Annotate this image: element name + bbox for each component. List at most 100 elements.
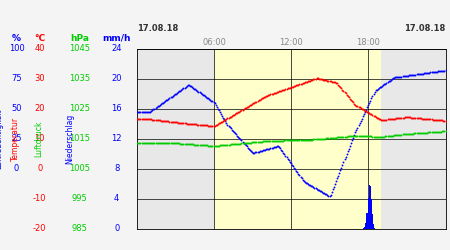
Point bbox=[294, 138, 301, 142]
Point bbox=[254, 140, 261, 144]
Point bbox=[183, 142, 190, 146]
Point bbox=[167, 96, 174, 100]
Point bbox=[348, 99, 356, 103]
Point bbox=[296, 82, 303, 86]
Point bbox=[200, 143, 207, 147]
Point bbox=[254, 150, 261, 154]
Point bbox=[381, 82, 388, 86]
Point bbox=[290, 166, 297, 170]
Point bbox=[270, 139, 277, 143]
Point bbox=[224, 123, 231, 127]
Point bbox=[284, 138, 291, 142]
Point bbox=[169, 94, 176, 98]
Point bbox=[306, 183, 313, 187]
Point bbox=[324, 193, 331, 197]
Point bbox=[268, 146, 275, 150]
Point bbox=[185, 142, 193, 146]
Point bbox=[390, 117, 397, 121]
Point bbox=[274, 144, 282, 148]
Text: 1035: 1035 bbox=[69, 74, 90, 83]
Point bbox=[310, 78, 317, 82]
Point bbox=[254, 99, 261, 103]
Point bbox=[169, 120, 176, 124]
Point bbox=[364, 105, 371, 109]
Point bbox=[241, 106, 248, 110]
Point bbox=[134, 141, 141, 145]
Point bbox=[399, 74, 406, 78]
Point bbox=[161, 119, 168, 123]
Point bbox=[200, 123, 207, 127]
Point bbox=[175, 142, 182, 146]
Point bbox=[274, 139, 282, 143]
Point bbox=[269, 146, 276, 150]
Point bbox=[299, 81, 306, 85]
Point bbox=[248, 149, 255, 153]
Point bbox=[370, 134, 377, 138]
Point bbox=[220, 143, 227, 147]
Point bbox=[289, 138, 297, 142]
Point bbox=[320, 191, 328, 195]
Point bbox=[283, 138, 290, 142]
Point bbox=[253, 100, 260, 103]
Point bbox=[359, 134, 366, 138]
Point bbox=[358, 117, 365, 121]
Point bbox=[197, 123, 204, 127]
Point bbox=[342, 135, 349, 139]
Point bbox=[243, 141, 250, 145]
Point bbox=[300, 179, 307, 183]
Point bbox=[387, 117, 394, 121]
Point bbox=[179, 87, 186, 91]
Text: 0: 0 bbox=[14, 164, 19, 173]
Point bbox=[384, 80, 391, 84]
Point bbox=[378, 84, 386, 88]
Point bbox=[433, 70, 441, 73]
Point bbox=[374, 87, 382, 91]
Point bbox=[272, 90, 279, 94]
Point bbox=[341, 90, 348, 94]
Point bbox=[405, 115, 413, 119]
Point bbox=[187, 84, 194, 88]
Text: 100: 100 bbox=[9, 44, 24, 53]
Point bbox=[387, 78, 394, 82]
Point bbox=[358, 107, 365, 111]
Point bbox=[417, 72, 424, 76]
Point bbox=[247, 148, 254, 152]
Text: 10: 10 bbox=[35, 134, 45, 143]
Point bbox=[297, 82, 304, 86]
Point bbox=[356, 121, 363, 125]
Point bbox=[313, 76, 320, 80]
Point bbox=[139, 117, 146, 121]
Point bbox=[389, 76, 396, 80]
Point bbox=[285, 138, 292, 142]
Point bbox=[401, 74, 408, 78]
Point bbox=[194, 143, 201, 147]
Point bbox=[419, 131, 427, 135]
Point bbox=[168, 141, 175, 145]
Point bbox=[437, 130, 445, 134]
Point bbox=[350, 100, 357, 104]
Point bbox=[206, 97, 213, 101]
Point bbox=[411, 116, 418, 120]
Point bbox=[187, 142, 194, 146]
Point bbox=[394, 75, 401, 79]
Bar bbox=[363, 228, 365, 229]
Point bbox=[440, 69, 447, 73]
Point bbox=[205, 96, 212, 100]
Point bbox=[292, 84, 299, 88]
Point bbox=[341, 135, 348, 139]
Point bbox=[319, 190, 326, 194]
Point bbox=[225, 142, 232, 146]
Point bbox=[256, 140, 263, 144]
Point bbox=[142, 110, 149, 114]
Point bbox=[422, 131, 429, 135]
Point bbox=[201, 94, 208, 98]
Point bbox=[185, 83, 193, 87]
Point bbox=[164, 119, 171, 123]
Point bbox=[286, 86, 293, 90]
Point bbox=[278, 148, 285, 152]
Point bbox=[203, 144, 211, 148]
Point bbox=[190, 142, 198, 146]
Point bbox=[241, 141, 248, 145]
Point bbox=[144, 141, 152, 145]
Point bbox=[244, 104, 252, 108]
